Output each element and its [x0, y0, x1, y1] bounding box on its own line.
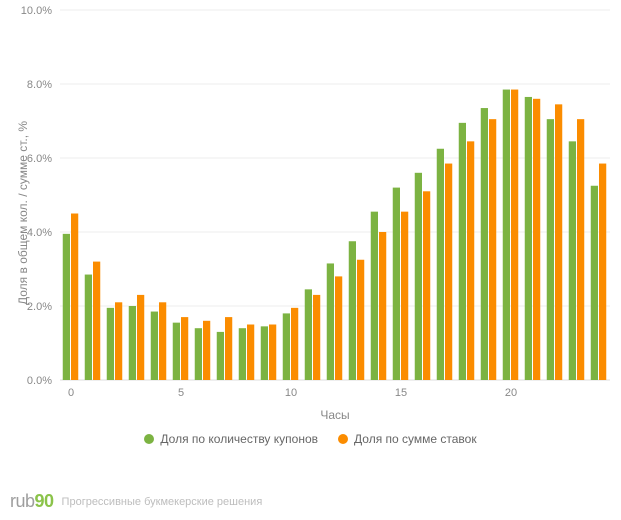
svg-text:2.0%: 2.0% — [27, 301, 52, 313]
chart-container: 0.0% 2.0% 4.0% 6.0% 8.0% 10.0% 0 5 10 15 20 Доля в… — [0, 0, 621, 520]
x-axis-label: Часы — [60, 408, 610, 422]
chart-svg: 0.0% 2.0% 4.0% 6.0% 8.0% 10.0% 0 5 10 15 20 — [0, 0, 621, 410]
svg-text:20: 20 — [505, 387, 517, 399]
legend-item: Доля по количеству купонов — [144, 432, 318, 446]
svg-text:6.0%: 6.0% — [27, 153, 52, 165]
svg-text:15: 15 — [395, 387, 407, 399]
legend-label: Доля по сумме ставок — [354, 432, 477, 446]
y-axis-label: Доля в общем кол. / сумме ст., % — [16, 121, 30, 305]
svg-text:10.0%: 10.0% — [21, 5, 52, 17]
svg-text:0.0%: 0.0% — [27, 375, 52, 387]
logo-prefix: rub — [10, 491, 35, 511]
svg-text:0: 0 — [68, 387, 74, 399]
legend-item: Доля по сумме ставок — [338, 432, 477, 446]
footer-tagline: Прогрессивные букмекерские решения — [62, 496, 263, 508]
footer: rub90 Прогрессивные букмекерские решения — [10, 491, 262, 512]
svg-text:5: 5 — [178, 387, 184, 399]
svg-text:10: 10 — [285, 387, 297, 399]
legend-label: Доля по количеству купонов — [160, 432, 318, 446]
legend: Доля по количеству купонов Доля по сумме … — [0, 432, 621, 447]
logo: rub90 — [10, 491, 54, 512]
legend-dot-icon — [144, 434, 154, 444]
svg-text:8.0%: 8.0% — [27, 79, 52, 91]
logo-accent: 90 — [35, 491, 54, 511]
svg-text:4.0%: 4.0% — [27, 227, 52, 239]
legend-dot-icon — [338, 434, 348, 444]
